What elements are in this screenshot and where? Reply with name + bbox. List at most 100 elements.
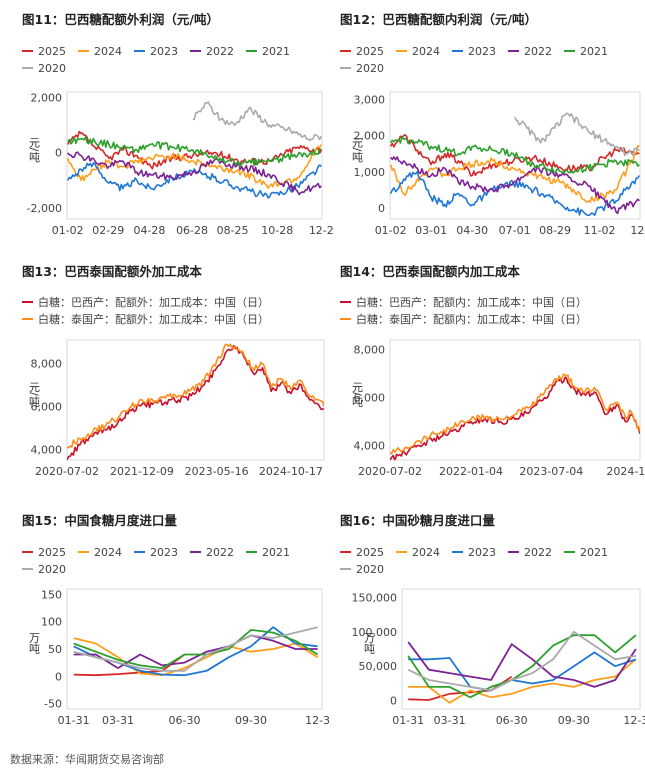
series-line <box>67 162 322 199</box>
y-tick-label: 50 <box>48 643 62 656</box>
legend-item[interactable]: 2024 <box>396 43 440 60</box>
y-tick-label: 8,000 <box>354 344 386 357</box>
legend-item[interactable]: 2024 <box>78 544 122 561</box>
legend-item[interactable]: 2021 <box>564 544 608 561</box>
series-line <box>408 658 637 704</box>
legend-swatch <box>340 300 351 304</box>
x-tick-label: 08-29 <box>539 224 571 237</box>
data-source-note: 数据来源：华闻期货交易咨询部 <box>10 753 164 766</box>
legend-item[interactable]: 2025 <box>340 544 384 561</box>
legend-swatch <box>340 317 351 321</box>
legend-item[interactable]: 2023 <box>134 43 178 60</box>
legend-item[interactable]: 2024 <box>396 544 440 561</box>
series-line <box>390 376 640 460</box>
x-tick-label: 03-31 <box>434 714 466 727</box>
chart-legend: 白糖：巴西产：配额内：加工成本：中国（日） 白糖：泰国产：配额内：加工成本：中国（… <box>340 294 630 328</box>
x-tick-label: 2023-05-16 <box>185 465 249 478</box>
legend-item[interactable]: 2025 <box>340 43 384 60</box>
legend-swatch <box>340 550 351 554</box>
legend-item[interactable]: 2023 <box>452 43 496 60</box>
x-tick-label: 01-31 <box>58 714 90 727</box>
legend-item[interactable]: 2020 <box>22 561 66 578</box>
legend-item[interactable]: 2021 <box>246 43 290 60</box>
legend-label: 2023 <box>468 546 496 559</box>
legend-item[interactable]: 2021 <box>246 544 290 561</box>
series-line <box>390 373 640 455</box>
y-axis-label: 元/吨 <box>28 137 41 163</box>
x-tick-label: 2020-07-02 <box>358 465 422 478</box>
legend-item[interactable]: 白糖：泰国产：配额外：加工成本：中国（日） <box>22 311 269 328</box>
legend-label: 2025 <box>356 45 384 58</box>
y-tick-label: 150,000 <box>352 591 398 604</box>
legend-item[interactable]: 2024 <box>78 43 122 60</box>
chart-title: 图16：中国砂糖月度进口量 <box>340 513 495 528</box>
x-tick-label: 06-28 <box>176 224 208 237</box>
x-tick-label: 03-31 <box>102 714 134 727</box>
legend-item[interactable]: 白糖：泰国产：配额内：加工成本：中国（日） <box>340 311 587 328</box>
series-line <box>192 101 322 142</box>
legend-item[interactable]: 2020 <box>22 60 66 77</box>
legend-swatch <box>22 66 33 70</box>
legend-item[interactable]: 2022 <box>190 43 234 60</box>
y-tick-label: 8,000 <box>31 358 63 371</box>
x-tick-label: 03-01 <box>415 224 447 237</box>
x-tick-label: 01-02 <box>375 224 407 237</box>
legend-label: 2020 <box>356 563 384 576</box>
y-tick-label: 0 <box>390 695 397 708</box>
legend-label: 2021 <box>262 45 290 58</box>
y-tick-label: 0 <box>55 147 62 160</box>
legend-item[interactable]: 白糖：巴西产：配额外：加工成本：中国（日） <box>22 294 269 311</box>
y-tick-label: 1,000 <box>354 166 386 179</box>
legend-item[interactable]: 白糖：巴西产：配额内：加工成本：中国（日） <box>340 294 587 311</box>
x-tick-label: 10-28 <box>261 224 293 237</box>
series-line <box>390 145 640 203</box>
chart-title: 图12：巴西糖配额内利润（元/吨） <box>340 12 537 27</box>
y-axis-label: 万吨 <box>363 632 376 654</box>
legend-item[interactable]: 2023 <box>452 544 496 561</box>
legend-item[interactable]: 2020 <box>340 60 384 77</box>
legend-label: 2025 <box>38 546 66 559</box>
series-line <box>67 144 322 190</box>
x-tick-label: 12-3 <box>623 714 645 727</box>
legend-swatch <box>396 550 407 554</box>
series-line <box>390 171 640 217</box>
legend-label: 2021 <box>580 546 608 559</box>
chart-panel-14: 图14：巴西泰国配额内加工成本白糖：巴西产：配额内：加工成本：中国（日） 白糖：泰… <box>340 261 645 486</box>
legend-swatch <box>22 300 33 304</box>
chart-legend: 2025 2024 2023 2022 2021 2020 <box>22 544 312 578</box>
chart-legend: 白糖：巴西产：配额外：加工成本：中国（日） 白糖：泰国产：配额外：加工成本：中国（… <box>22 294 312 328</box>
chart-title: 图14：巴西泰国配额内加工成本 <box>340 264 520 279</box>
series-line <box>390 156 640 215</box>
plot-frame <box>66 588 323 710</box>
legend-item[interactable]: 2025 <box>22 544 66 561</box>
series-line <box>73 634 318 670</box>
y-axis-label: 万吨 <box>28 632 41 654</box>
series-line <box>67 343 324 449</box>
legend-swatch <box>22 550 33 554</box>
legend-item[interactable]: 2021 <box>564 43 608 60</box>
legend-item[interactable]: 2022 <box>508 544 552 561</box>
series-line <box>408 651 637 692</box>
chart-panel-12: 图12：巴西糖配额内利润（元/吨） 2025 2024 2023 2022 2021202… <box>340 9 645 249</box>
series-line <box>73 626 318 677</box>
legend-swatch <box>22 567 33 571</box>
legend-label: 2023 <box>150 45 178 58</box>
legend-item[interactable]: 2025 <box>22 43 66 60</box>
legend-label: 白糖：巴西产：配额内：加工成本：中国（日） <box>356 296 587 309</box>
legend-item[interactable]: 2022 <box>190 544 234 561</box>
legend-swatch <box>246 550 257 554</box>
legend-item[interactable]: 2023 <box>134 544 178 561</box>
legend-swatch <box>134 550 145 554</box>
x-tick-label: 2021-12-09 <box>110 465 174 478</box>
x-tick-label: 11-02 <box>584 224 616 237</box>
plot-frame <box>389 91 641 220</box>
x-tick-label: 12- <box>630 224 645 237</box>
chart-legend: 2025 2024 2023 2022 2021 2020 <box>340 43 630 77</box>
legend-item[interactable]: 2020 <box>340 561 384 578</box>
legend-item[interactable]: 2022 <box>508 43 552 60</box>
chart-panel-13: 图13：巴西泰国配额外加工成本 白糖：巴西产：配额外：加工成本：中国（日） 白糖：泰… <box>22 261 325 486</box>
legend-label: 2025 <box>356 546 384 559</box>
legend-swatch <box>78 49 89 53</box>
legend-label: 2024 <box>94 546 122 559</box>
legend-swatch <box>190 550 201 554</box>
